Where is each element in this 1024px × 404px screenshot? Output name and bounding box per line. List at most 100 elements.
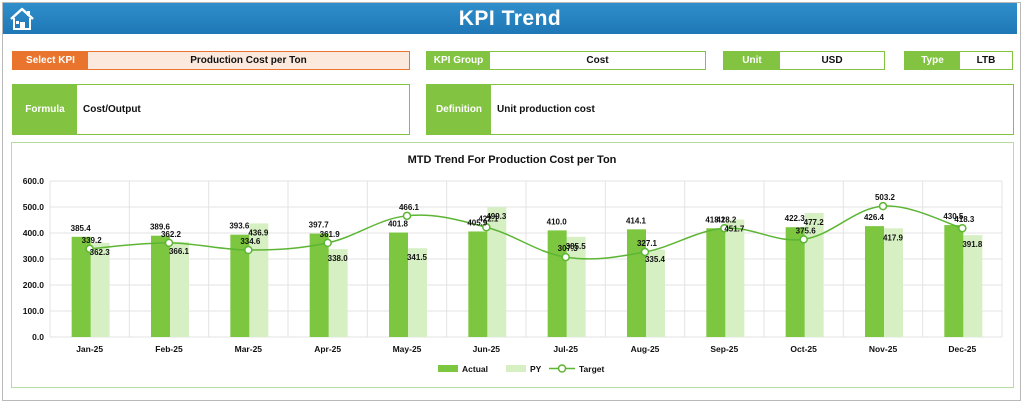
actual-data-label: 393.6 [229, 222, 250, 231]
legend-py-swatch [506, 365, 526, 372]
target-point [720, 224, 729, 233]
target-point [244, 245, 253, 255]
unit-label: Unit [724, 52, 780, 69]
target-point [640, 247, 650, 257]
bar-py [725, 219, 745, 337]
py-data-label: 341.5 [407, 253, 428, 262]
trend-chart-area: MTD Trend For Production Cost per Ton 0.0… [11, 142, 1014, 388]
select-kpi-dropdown[interactable]: Production Cost per Ton [88, 52, 409, 69]
bar-py [963, 235, 983, 337]
type-field: Type LTB [904, 51, 1013, 70]
x-tick-label: Dec-25 [948, 344, 976, 354]
actual-data-label: 410.0 [547, 217, 568, 226]
actual-data-label: 401.8 [388, 220, 409, 229]
target-data-label: 362.2 [161, 230, 182, 239]
type-label: Type [905, 52, 960, 69]
x-tick-label: Jan-25 [76, 344, 103, 354]
bar-actual [389, 232, 408, 337]
kpi-group-field: KPI Group Cost [426, 51, 706, 70]
target-point [402, 211, 412, 221]
target-point [85, 244, 94, 254]
bar-py [170, 241, 189, 337]
target-data-label: 503.2 [875, 193, 896, 202]
x-tick-label: Jun-25 [473, 344, 501, 354]
legend-actual-swatch [438, 365, 458, 372]
trend-chart: MTD Trend For Production Cost per Ton 0.0… [23, 154, 1003, 374]
target-data-label: 418.2 [716, 215, 737, 224]
bar-py [408, 248, 427, 337]
chart-title: MTD Trend For Production Cost per Ton [408, 154, 617, 166]
target-data-label: 327.1 [637, 239, 658, 248]
formula-label: Formula [13, 85, 77, 134]
legend-py-label: PY [530, 364, 542, 374]
definition-value: Unit production cost [497, 104, 595, 115]
x-tick-label: Feb-25 [155, 344, 183, 354]
py-data-label: 335.4 [645, 255, 666, 264]
bar-py [884, 228, 903, 337]
py-data-label: 477.2 [804, 218, 825, 227]
bar-py [646, 249, 665, 337]
bar-py [566, 236, 586, 337]
target-data-label: 339.2 [82, 236, 103, 245]
bar-actual [309, 233, 329, 337]
bar-actual [151, 235, 170, 337]
py-data-label: 499.3 [486, 212, 507, 221]
target-point [799, 235, 808, 244]
home-icon[interactable] [9, 7, 35, 31]
legend-target-label: Target [579, 364, 605, 374]
y-tick-label: 0.0 [32, 332, 44, 342]
select-kpi-label: Select KPI [13, 52, 88, 69]
legend-actual-label: Actual [462, 364, 488, 374]
bar-py [90, 242, 110, 337]
bar-py [487, 207, 507, 337]
x-tick-label: Jul-25 [553, 344, 578, 354]
bar-actual [865, 226, 884, 337]
y-tick-label: 400.0 [23, 228, 45, 238]
bar-actual [627, 229, 646, 337]
kpi-group-label: KPI Group [427, 52, 490, 69]
target-data-label: 422.1 [478, 214, 499, 223]
actual-data-label: 422.3 [785, 214, 806, 223]
page-title: KPI Trend [458, 7, 562, 30]
bar-actual [785, 227, 805, 337]
bar-py [328, 249, 348, 337]
target-point [878, 201, 888, 211]
unit-value: USD [780, 52, 884, 69]
bar-py [804, 212, 824, 337]
actual-data-label: 389.6 [150, 223, 171, 232]
py-data-label: 366.1 [169, 247, 190, 256]
py-data-label: 385.5 [566, 242, 587, 251]
actual-data-label: 426.4 [864, 213, 885, 222]
py-data-label: 417.9 [883, 233, 904, 242]
bar-actual [230, 234, 250, 337]
target-data-label: 418.3 [954, 215, 975, 224]
y-tick-label: 600.0 [23, 176, 45, 186]
target-point [323, 238, 332, 248]
target-data-label: 375.6 [796, 226, 817, 235]
formula-box: Formula Cost/Output [12, 84, 410, 135]
y-tick-label: 100.0 [23, 306, 45, 316]
x-tick-label: Apr-25 [314, 344, 341, 354]
py-data-label: 338.0 [328, 254, 349, 263]
target-data-label: 334.6 [240, 237, 261, 246]
py-data-label: 391.8 [962, 240, 983, 249]
actual-data-label: 397.7 [309, 221, 330, 230]
target-point [958, 223, 967, 233]
x-tick-label: Mar-25 [235, 344, 263, 354]
x-tick-label: Nov-25 [869, 344, 898, 354]
actual-data-label: 385.4 [71, 224, 92, 233]
bar-actual [71, 236, 91, 337]
actual-data-label: 405.9 [467, 218, 488, 227]
target-point [482, 223, 491, 232]
unit-field: Unit USD [723, 51, 885, 70]
y-tick-label: 300.0 [23, 254, 45, 264]
select-kpi-field: Select KPI Production Cost per Ton [12, 51, 410, 70]
kpi-group-value: Cost [490, 52, 705, 69]
target-data-label: 307.3 [558, 244, 579, 253]
actual-data-label: 418.2 [705, 215, 726, 224]
bar-actual [706, 228, 726, 337]
x-tick-label: Sep-25 [710, 344, 738, 354]
bar-py [249, 223, 269, 337]
py-data-label: 451.7 [724, 225, 745, 234]
